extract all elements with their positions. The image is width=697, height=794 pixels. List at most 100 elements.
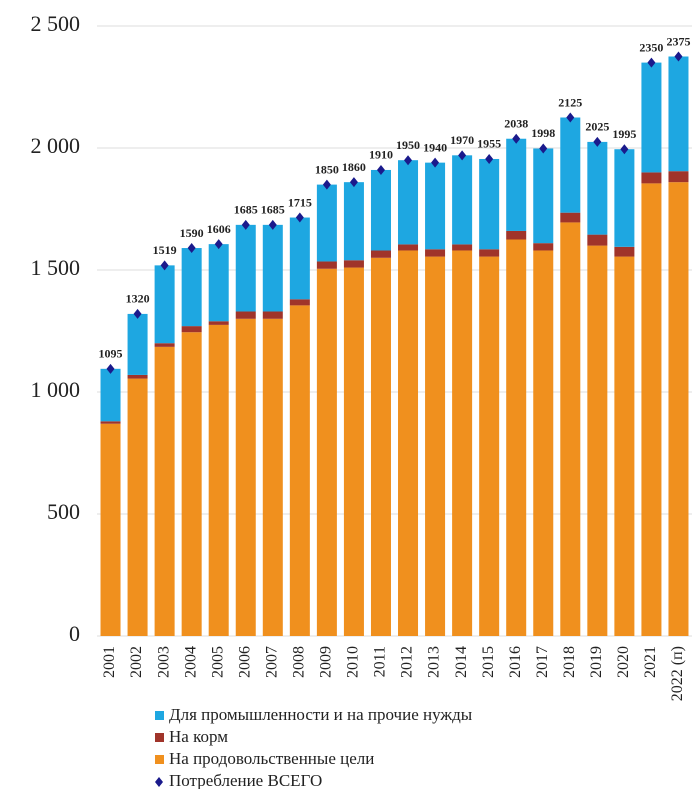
bar-segment [289,217,310,300]
bar-segment [533,250,554,637]
bar-segment [506,239,527,636]
bar-segment [181,248,202,327]
total-marker [376,164,385,175]
total-marker [187,243,196,254]
value-label: 1970 [450,133,474,147]
bar-segment [181,332,202,636]
bar-segment [127,374,148,379]
bar-segment [235,224,256,312]
bar-segment [208,324,229,636]
bar-segment [289,305,310,636]
x-tick-label: 2018 [561,646,578,678]
x-tick-label: 2001 [101,646,118,678]
value-label: 1940 [423,140,447,154]
total-marker [322,179,331,190]
bar-segment [560,212,581,223]
total-marker [620,144,629,155]
bar-segment [533,148,554,244]
total-marker [593,136,602,147]
bar-segment [668,182,689,636]
bar-segment [479,249,500,257]
value-label: 1850 [315,162,339,176]
bar-segment [479,158,500,250]
bar-segment [668,171,689,183]
x-tick-label: 2020 [615,646,632,678]
value-label: 2025 [585,120,609,134]
y-tick-label: 0 [69,621,80,646]
value-label: 1860 [342,160,366,174]
legend-swatch [155,711,164,720]
bar-segment [506,230,527,240]
value-label: 2375 [666,34,690,48]
bar-segment [262,224,283,312]
bar-segment [100,421,121,424]
bar-segment [668,56,689,172]
y-tick-label: 1 500 [31,255,81,280]
bar-segment [641,183,662,636]
value-label: 2350 [639,40,663,54]
bar-segment [316,261,337,269]
bar-segment [127,313,148,375]
total-marker [106,363,115,374]
bar-segment [235,311,256,319]
bar-segment [289,299,310,306]
value-label: 1320 [126,292,150,306]
x-tick-label: 2021 [642,646,659,678]
bar-segment [614,246,635,257]
y-tick-label: 1 000 [31,377,81,402]
bar-segment [452,155,473,245]
total-marker [241,219,250,230]
bar-segment [452,244,473,251]
legend-label: На продовольственные цели [169,749,374,768]
value-label: 1715 [288,195,312,209]
bar-segment [208,321,229,325]
bar-segment [316,184,337,262]
legend-label: Потребление ВСЕГО [169,771,322,789]
total-marker [512,133,521,144]
bar-segment [587,245,608,636]
total-marker [295,212,304,223]
legend-label: Для промышленности и на прочие нужды [169,705,473,724]
bar-segment [533,243,554,251]
bar-segment [370,250,391,258]
bar-segment [343,182,364,261]
bar-segment [316,268,337,636]
bar-segment [343,260,364,268]
bar-segment [641,62,662,173]
bar-segment [587,141,608,235]
total-marker [485,153,494,164]
bar-segment [587,234,608,246]
legend-label: На корм [169,727,228,746]
x-tick-label: 2015 [480,646,497,678]
x-tick-label: 2016 [507,646,524,678]
value-label: 1998 [531,126,555,140]
value-label: 1955 [477,137,501,151]
bar-segment [181,326,202,333]
total-marker [133,308,142,319]
bar-segment [100,423,121,636]
bar-segment [262,311,283,319]
value-label: 2125 [558,95,582,109]
x-tick-label: 2019 [588,646,605,678]
total-marker [349,177,358,188]
bar-segment [127,378,148,636]
total-marker [431,157,440,168]
x-tick-label: 2011 [372,646,389,677]
bar-segment [262,318,283,636]
bar-segment [343,267,364,636]
bar-segment [425,162,446,250]
x-tick-label: 2005 [209,646,226,678]
x-tick-label: 2013 [426,646,443,678]
value-label: 1950 [396,138,420,152]
legend-marker [155,777,163,787]
total-marker [566,112,575,123]
bar-segment [398,160,419,245]
bar-segment [560,117,581,213]
total-marker [214,239,223,250]
bar-segment [452,250,473,637]
legend-swatch [155,733,164,742]
x-tick-label: 2004 [182,646,199,678]
value-label: 1606 [207,222,231,236]
value-label: 1685 [261,203,285,217]
